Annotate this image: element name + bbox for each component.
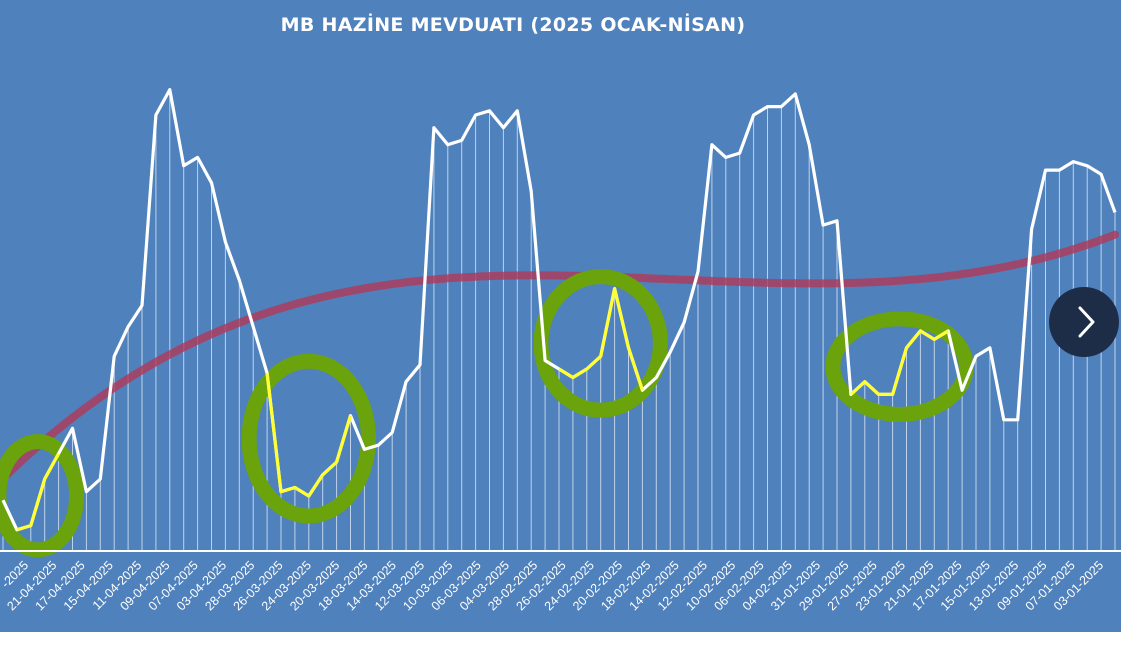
annotation-circle (0, 434, 85, 558)
trendline-group (0, 230, 1119, 483)
bottom-strip (0, 632, 1121, 645)
annotation-circle (241, 353, 376, 524)
highlight-segments (16, 287, 950, 532)
highlight-segment (558, 287, 644, 391)
highlight-segment (849, 329, 950, 396)
annotation-circles (0, 269, 974, 558)
chevron-right-icon (1078, 306, 1095, 338)
next-slide-button[interactable] (1049, 287, 1119, 357)
chart-title: MB HAZİNE MEVDUATI (2025 OCAK-NİSAN) (280, 14, 746, 36)
trendline (0, 230, 1119, 483)
annotation-circle (533, 269, 668, 418)
highlight-segment (16, 452, 61, 532)
highlight-segment (265, 373, 353, 498)
drop-lines (2, 89, 1116, 551)
annotation-circle (825, 311, 974, 422)
